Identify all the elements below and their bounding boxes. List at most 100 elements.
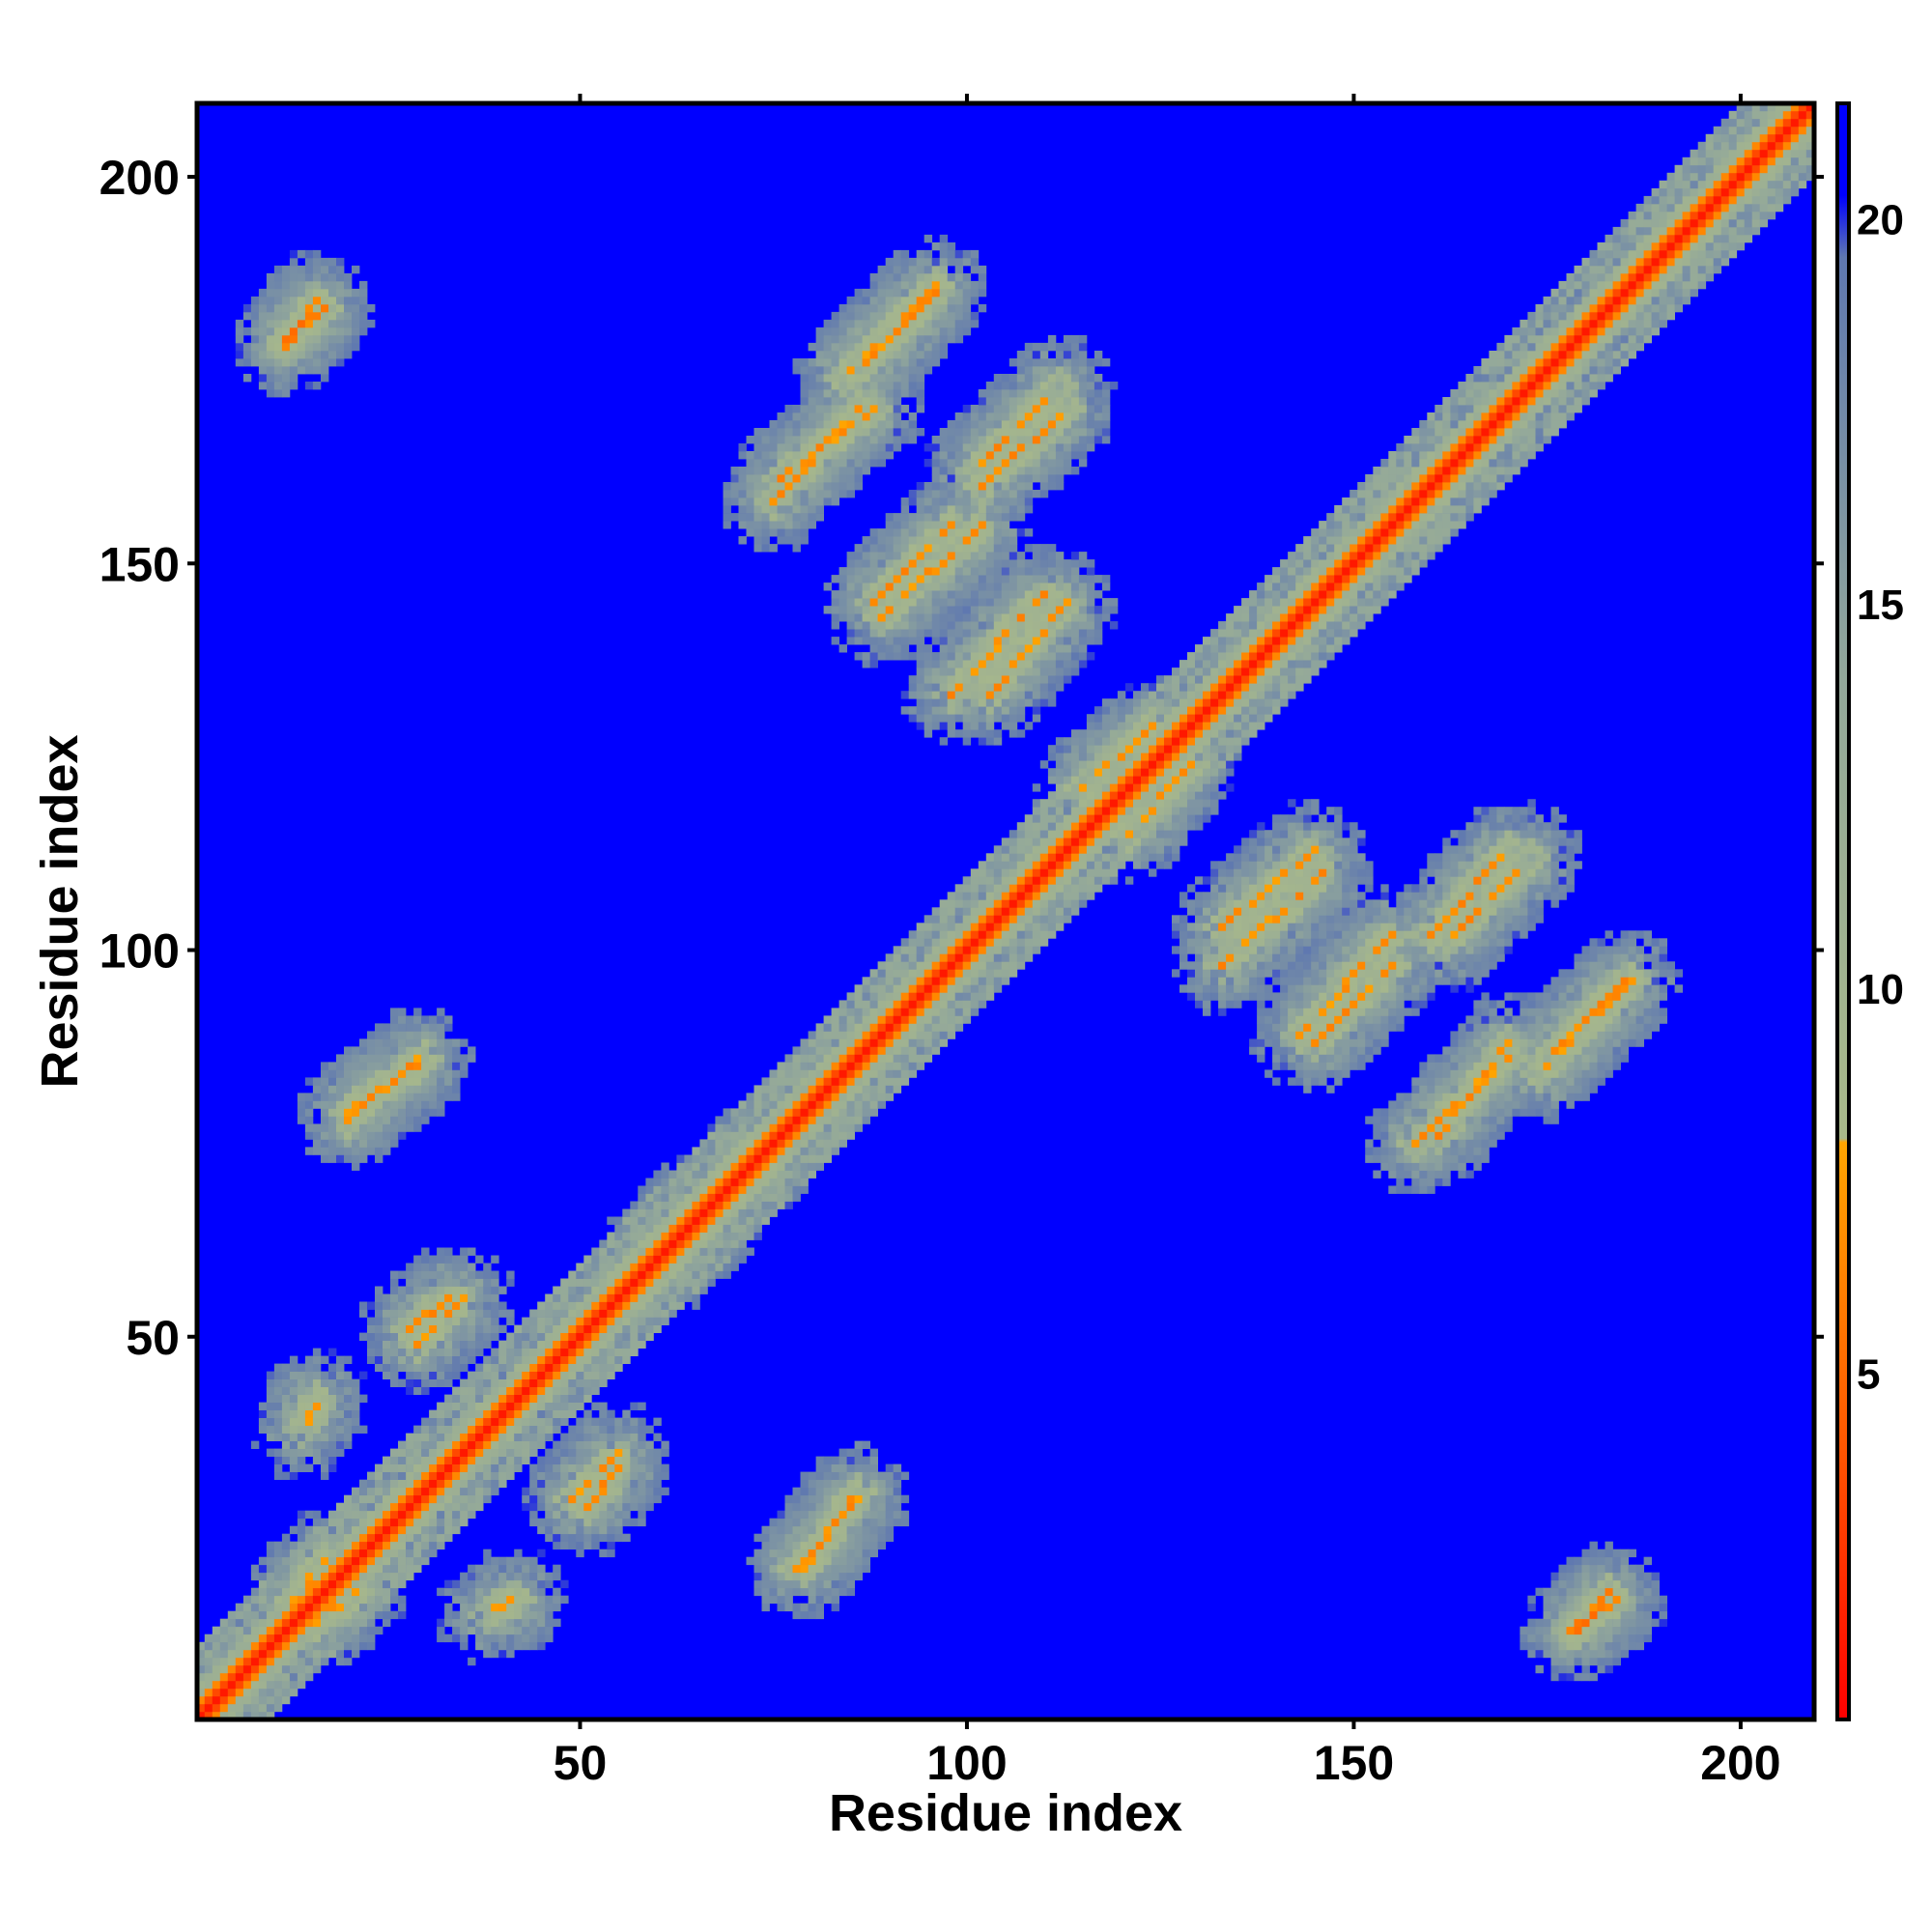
- heatmap-cell: [978, 436, 987, 444]
- heatmap-cell: [321, 311, 329, 321]
- heatmap-cell: [908, 606, 918, 614]
- heatmap-cell: [328, 288, 337, 298]
- heatmap-cell: [437, 1448, 445, 1457]
- heatmap-cell: [560, 1355, 569, 1364]
- heatmap-cell: [846, 1533, 855, 1543]
- heatmap-cell: [939, 652, 949, 661]
- heatmap-cell: [869, 1479, 878, 1489]
- heatmap-cell: [568, 1270, 577, 1279]
- heatmap-cell: [483, 1309, 492, 1318]
- heatmap-cell: [297, 1525, 306, 1535]
- heatmap-cell: [985, 474, 995, 483]
- heatmap-cell: [398, 1355, 407, 1364]
- heatmap-cell: [599, 1355, 608, 1364]
- heatmap-cell: [321, 1556, 329, 1566]
- heatmap-cell: [900, 272, 910, 282]
- heatmap-cell: [923, 613, 933, 622]
- heatmap-cell: [352, 1487, 360, 1496]
- heatmap-cell: [421, 1077, 430, 1086]
- heatmap-cell: [800, 1170, 809, 1179]
- heatmap-cell: [846, 366, 855, 375]
- heatmap-cell: [954, 938, 964, 947]
- heatmap-cell: [475, 1378, 484, 1387]
- heatmap-cell: [985, 497, 995, 506]
- heatmap-cell: [475, 1433, 484, 1441]
- heatmap-cell: [560, 1309, 569, 1318]
- heatmap-cell: [266, 1541, 275, 1550]
- heatmap-cell: [413, 1093, 422, 1101]
- heatmap-cell: [553, 1603, 561, 1612]
- heatmap-cell: [514, 1440, 523, 1449]
- heatmap-cell: [444, 1069, 453, 1078]
- heatmap-cell: [707, 1247, 716, 1256]
- heatmap-cell: [460, 1332, 469, 1341]
- heatmap-cell: [661, 1487, 669, 1496]
- heatmap-cell: [869, 567, 878, 576]
- heatmap-cell: [398, 1123, 407, 1132]
- heatmap-cell: [916, 984, 925, 993]
- heatmap-cell: [885, 327, 895, 336]
- heatmap-cell: [297, 1641, 306, 1651]
- heatmap-cell: [344, 1541, 353, 1550]
- heatmap-cell: [923, 513, 933, 522]
- heatmap-cell: [908, 683, 918, 692]
- heatmap-cell: [730, 482, 739, 491]
- heatmap-cell: [638, 1518, 646, 1527]
- heatmap-cell: [846, 397, 855, 406]
- heatmap-cell: [591, 1456, 600, 1464]
- heatmap-cell: [344, 1610, 353, 1620]
- heatmap-cell: [908, 598, 918, 607]
- heatmap-cell: [753, 1085, 762, 1094]
- heatmap-cell: [808, 397, 816, 406]
- heatmap-cell: [583, 1533, 592, 1543]
- heatmap-cell: [970, 953, 980, 962]
- heatmap-cell: [289, 1618, 298, 1628]
- heatmap-cell: [219, 1626, 229, 1635]
- heatmap-cell: [854, 1440, 863, 1449]
- heatmap-cell: [900, 319, 910, 328]
- heatmap-cell: [784, 459, 793, 468]
- heatmap-cell: [978, 923, 987, 931]
- heatmap-cell: [931, 482, 941, 491]
- heatmap-cell: [250, 342, 260, 352]
- heatmap-cell: [692, 1301, 700, 1310]
- heatmap-cell: [939, 590, 949, 599]
- heatmap-cell: [1001, 443, 1010, 452]
- heatmap-cell: [939, 938, 949, 947]
- heatmap-cell: [483, 1479, 492, 1489]
- heatmap-cell: [869, 1085, 878, 1094]
- heatmap-cell: [962, 992, 972, 1001]
- heatmap-cell: [498, 1286, 507, 1294]
- heatmap-cell: [576, 1278, 584, 1287]
- heatmap-cell: [576, 1394, 584, 1403]
- heatmap-cell: [304, 1618, 314, 1628]
- heatmap-cell: [676, 1170, 685, 1179]
- heatmap-cell: [375, 1518, 384, 1527]
- heatmap-cell: [753, 451, 762, 460]
- heatmap-cell: [916, 1046, 925, 1055]
- heatmap-cell: [375, 1038, 384, 1047]
- heatmap-cell: [406, 1301, 414, 1310]
- heatmap-cell: [444, 1301, 453, 1310]
- heatmap-cell: [869, 1108, 878, 1117]
- heatmap-cell: [962, 714, 972, 723]
- heatmap-cell: [653, 1239, 662, 1248]
- heatmap-cell: [846, 428, 855, 437]
- heatmap-cell: [993, 938, 1003, 947]
- heatmap-cell: [522, 1456, 530, 1464]
- heatmap-cell: [962, 1015, 972, 1024]
- heatmap-cell: [777, 436, 785, 444]
- heatmap-cell: [923, 668, 933, 676]
- heatmap-cell: [242, 351, 252, 359]
- heatmap-cell: [583, 1263, 592, 1271]
- heatmap-cell: [336, 1548, 345, 1558]
- heatmap-cell: [931, 1008, 941, 1016]
- heatmap-cell: [583, 1340, 592, 1349]
- heatmap-cell: [823, 474, 832, 483]
- heatmap-cell: [692, 1170, 700, 1179]
- heatmap-cell: [769, 1147, 778, 1155]
- heatmap-cell: [599, 1448, 608, 1457]
- heatmap-cell: [962, 621, 972, 630]
- heatmap-cell: [970, 915, 980, 923]
- heatmap-cell: [359, 311, 368, 321]
